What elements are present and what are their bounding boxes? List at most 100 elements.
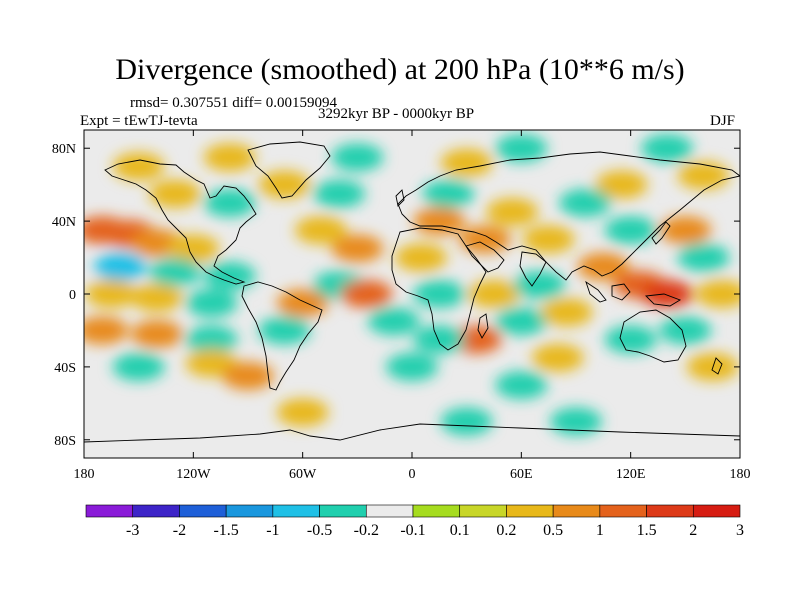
colorbar-label-4: -0.5 (307, 522, 332, 539)
field-cell-36 (413, 280, 466, 308)
colorbar-box-1 (132, 504, 180, 518)
coastline-arabia (465, 241, 505, 273)
field-cell-3 (167, 234, 220, 263)
field-cell-38 (449, 325, 502, 354)
y-tick-label-1: 40N (52, 215, 76, 230)
field-cell-24 (203, 188, 256, 217)
coastline-antarctica (84, 423, 740, 443)
field-cell-54 (677, 161, 730, 190)
x-tick-label-6: 180 (730, 467, 751, 482)
field-cell-12 (185, 325, 238, 354)
colorbar-box-6 (365, 504, 414, 518)
colorbar-box-8 (459, 504, 507, 518)
field-cell-17 (276, 289, 329, 318)
period-label: 3292kyr BP - 0000kyr BP (318, 106, 475, 122)
field-cell-21 (294, 216, 347, 245)
field-cell-46 (604, 216, 657, 245)
field-cell-40 (495, 307, 548, 336)
field-cell-41 (513, 270, 566, 299)
field-cell-53 (595, 170, 648, 199)
colorbar-box-12 (646, 504, 694, 518)
field-cell-42 (531, 343, 584, 372)
coastline-british-isles (395, 189, 405, 207)
field-cell-10 (84, 316, 129, 345)
y-tick-label-2: 0 (69, 288, 76, 303)
colorbar-box-7 (412, 504, 461, 518)
x-tick-label-0: 180 (74, 467, 95, 482)
field-cell-63 (540, 298, 593, 327)
field-cell-20 (331, 234, 384, 263)
colorbar-label-8: 0.2 (496, 522, 516, 539)
colorbar: -3 -2 -1.5 -1 -0.5 -0.2 -0.1 0.1 0.2 0.5 1 1.5 2 3 (85, 504, 744, 539)
field-cell-50 (659, 316, 712, 345)
field-cell-49 (695, 280, 740, 308)
season-label: DJF (710, 113, 736, 129)
colorbar-label-1: -2 (173, 522, 186, 539)
coastline-sumatra (585, 280, 607, 303)
field-cell-26 (112, 152, 165, 181)
field-cell-8 (130, 283, 183, 312)
field-cell-58 (440, 407, 493, 436)
field-cell-19 (340, 280, 393, 308)
colorbar-label-3: -1 (266, 522, 279, 539)
coastline-madagascar (477, 313, 489, 339)
colorbar-label-12: 2 (689, 522, 697, 539)
colorbar-box-13 (692, 504, 741, 518)
colorbar-label-13: 3 (736, 522, 744, 539)
stats-label: rmsd= 0.307551 diff= 0.00159094 (130, 95, 338, 111)
coastlines (84, 141, 740, 443)
field-cell-39 (413, 325, 466, 354)
coastline-new-zealand (711, 357, 723, 375)
field-cell-31 (422, 179, 475, 208)
coastline-greenland (247, 141, 331, 199)
field-cell-28 (331, 143, 384, 172)
field-cell-59 (550, 407, 602, 436)
colorbar-box-3 (225, 504, 274, 518)
field-cell-57 (386, 352, 438, 381)
field-cell-22 (313, 179, 366, 208)
colorbar-box-9 (506, 504, 554, 518)
field-cell-25 (149, 179, 202, 208)
field-cell-61 (413, 207, 466, 236)
coastline-india (519, 251, 547, 287)
field-cell-29 (440, 148, 493, 177)
field-cell-47 (659, 216, 712, 245)
field-cell-51 (604, 325, 657, 354)
colorbar-label-9: 0.5 (543, 522, 563, 539)
field-cell-9 (185, 289, 238, 318)
field-cell-56 (495, 371, 548, 400)
field-cell-43 (577, 252, 630, 281)
coastline-south-america (241, 281, 323, 391)
field-cell-35 (395, 243, 448, 272)
y-tick-label-0: 80N (52, 142, 76, 157)
field-cell-32 (486, 198, 539, 226)
field-cell-62 (559, 188, 612, 217)
coastline-africa (391, 227, 487, 351)
colorbar-box-0 (85, 504, 134, 518)
colorbar-box-5 (319, 504, 367, 518)
colorbar-label-2: -1.5 (213, 522, 238, 539)
field-cell-15 (222, 362, 274, 390)
y-tick-label-3: 40S (54, 361, 76, 376)
axis-ticks: 180 120W 60W 0 60E 120E 180 80N 40N 0 40S 80S (52, 130, 751, 482)
colorbar-box-10 (552, 504, 601, 518)
field-cell-27 (203, 143, 256, 172)
field-cell-34 (522, 225, 575, 254)
coastline-new-guinea (645, 293, 682, 307)
coastline-japan (651, 221, 671, 245)
coastline-australia (619, 309, 687, 363)
field-cell-60 (276, 398, 329, 427)
x-tick-label-5: 120E (616, 467, 646, 482)
colorbar-label-10: 1 (596, 522, 604, 539)
field-cell-37 (468, 280, 520, 308)
x-tick-label-2: 60W (289, 467, 317, 482)
x-tick-label-1: 120W (176, 467, 211, 482)
field-cell-23 (258, 170, 311, 199)
y-tick-label-4: 80S (54, 434, 76, 449)
field-cell-64 (367, 307, 420, 336)
field-cell-11 (130, 320, 183, 349)
coastline-borneo (611, 283, 631, 301)
colorbar-box-4 (272, 504, 320, 518)
page-title: Divergence (smoothed) at 200 hPa (10**6 … (115, 53, 685, 86)
